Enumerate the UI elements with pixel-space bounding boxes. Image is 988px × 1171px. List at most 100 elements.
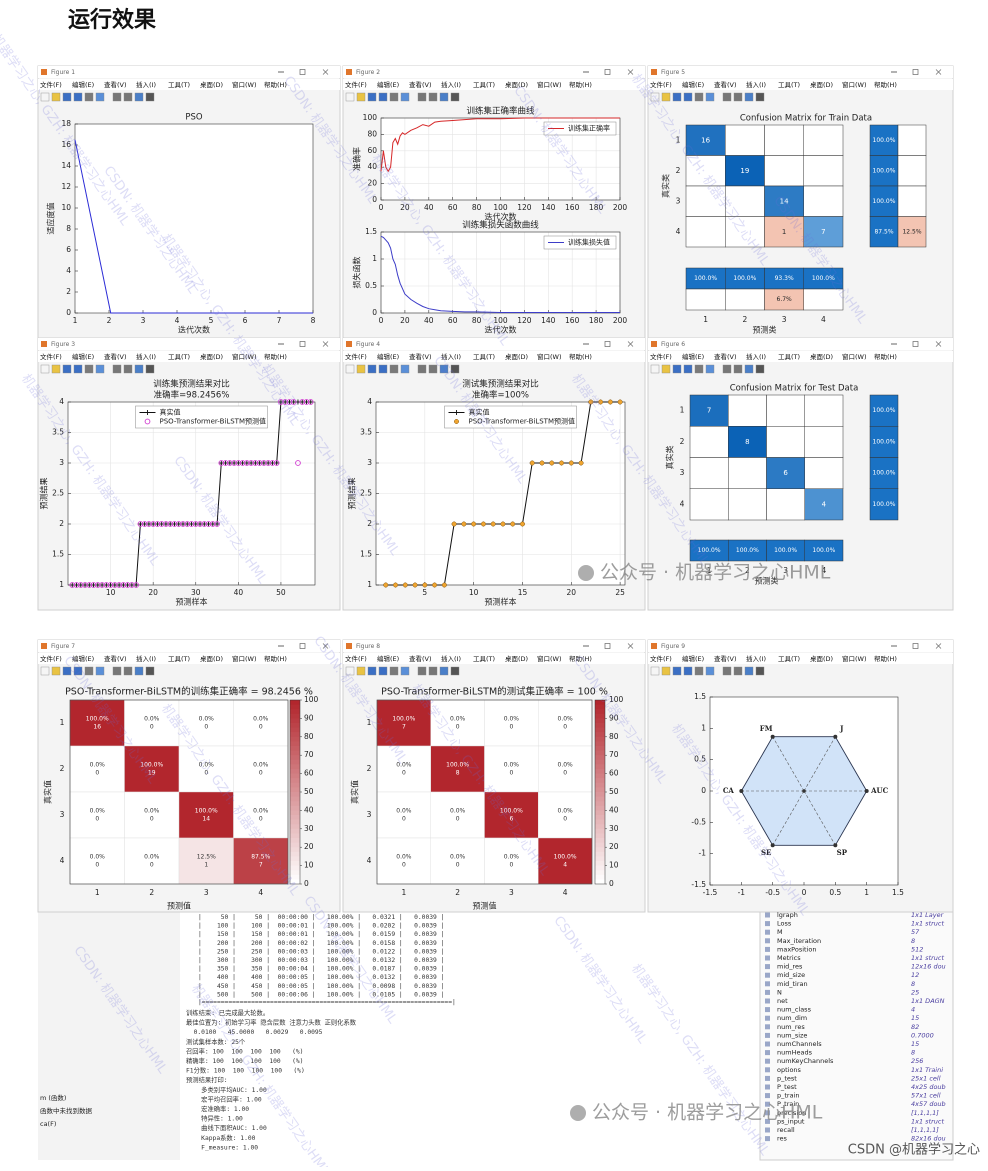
menu-item[interactable]: 帮助(H)	[569, 352, 592, 361]
menu-item[interactable]: 文件(F)	[345, 352, 367, 361]
toolbar-button[interactable]	[755, 364, 765, 374]
menu-item[interactable]: 工具(T)	[778, 81, 800, 89]
maximize-button[interactable]	[299, 69, 306, 75]
toolbar-button[interactable]	[722, 92, 732, 102]
maximize-button[interactable]	[604, 341, 611, 347]
menu-item[interactable]: 文件(F)	[345, 654, 367, 663]
menu-item[interactable]: 编辑(E)	[72, 654, 94, 663]
menu-item[interactable]: 工具(T)	[778, 655, 800, 663]
menu-item[interactable]: 帮助(H)	[264, 80, 287, 89]
menu-item[interactable]: 编辑(E)	[682, 352, 704, 361]
toolbar-button[interactable]	[672, 364, 682, 374]
toolbar-button[interactable]	[145, 364, 155, 374]
menu-item[interactable]: 文件(F)	[40, 352, 62, 361]
toolbar-button[interactable]	[733, 364, 743, 374]
toolbar-button[interactable]	[367, 92, 377, 102]
toolbar-button[interactable]	[345, 666, 355, 676]
toolbar-button[interactable]	[40, 364, 50, 374]
toolbar-button[interactable]	[367, 666, 377, 676]
maximize-button[interactable]	[912, 643, 919, 649]
menu-item[interactable]: 工具(T)	[168, 353, 190, 361]
toolbar-button[interactable]	[694, 92, 704, 102]
menu-item[interactable]: 帮助(H)	[264, 654, 287, 663]
toolbar-button[interactable]	[378, 92, 388, 102]
toolbar-button[interactable]	[744, 666, 754, 676]
toolbar-button[interactable]	[134, 364, 144, 374]
toolbar-button[interactable]	[84, 364, 94, 374]
close-button[interactable]	[935, 69, 942, 75]
menu-item[interactable]: 编辑(E)	[682, 654, 704, 663]
menu-item[interactable]: 桌面(D)	[200, 654, 223, 663]
toolbar-button[interactable]	[755, 666, 765, 676]
menu-item[interactable]: 窗口(W)	[537, 654, 562, 663]
toolbar-button[interactable]	[134, 666, 144, 676]
toolbar-button[interactable]	[733, 666, 743, 676]
toolbar-button[interactable]	[428, 92, 438, 102]
menu-item[interactable]: 文件(F)	[650, 80, 672, 89]
menu-item[interactable]: 插入(I)	[136, 80, 156, 89]
toolbar-button[interactable]	[73, 92, 83, 102]
menu-item[interactable]: 编辑(E)	[72, 80, 94, 89]
menu-item[interactable]: 桌面(D)	[505, 654, 528, 663]
toolbar-button[interactable]	[661, 666, 671, 676]
toolbar-button[interactable]	[95, 364, 105, 374]
maximize-button[interactable]	[299, 643, 306, 649]
menu-item[interactable]: 查看(V)	[104, 654, 127, 663]
menu-item[interactable]: 桌面(D)	[810, 352, 833, 361]
toolbar-button[interactable]	[378, 666, 388, 676]
toolbar-button[interactable]	[428, 364, 438, 374]
toolbar-button[interactable]	[722, 364, 732, 374]
toolbar-button[interactable]	[345, 364, 355, 374]
toolbar-button[interactable]	[450, 666, 460, 676]
menu-item[interactable]: 插入(I)	[746, 654, 766, 663]
menu-item[interactable]: 工具(T)	[473, 81, 495, 89]
toolbar-button[interactable]	[356, 92, 366, 102]
toolbar-button[interactable]	[95, 92, 105, 102]
maximize-button[interactable]	[299, 341, 306, 347]
menu-item[interactable]: 帮助(H)	[874, 352, 897, 361]
menu-item[interactable]: 桌面(D)	[505, 352, 528, 361]
toolbar-button[interactable]	[400, 92, 410, 102]
toolbar-button[interactable]	[62, 92, 72, 102]
menu-item[interactable]: 查看(V)	[409, 654, 432, 663]
close-button[interactable]	[627, 341, 634, 347]
toolbar-button[interactable]	[367, 364, 377, 374]
menu-item[interactable]: 文件(F)	[345, 80, 367, 89]
toolbar-button[interactable]	[683, 92, 693, 102]
menu-item[interactable]: 插入(I)	[746, 352, 766, 361]
menu-item[interactable]: 工具(T)	[778, 353, 800, 361]
toolbar-button[interactable]	[661, 92, 671, 102]
toolbar-button[interactable]	[650, 364, 660, 374]
menu-item[interactable]: 桌面(D)	[810, 654, 833, 663]
close-button[interactable]	[627, 643, 634, 649]
toolbar-button[interactable]	[705, 666, 715, 676]
menu-item[interactable]: 窗口(W)	[232, 654, 257, 663]
menu-item[interactable]: 帮助(H)	[569, 80, 592, 89]
menu-item[interactable]: 文件(F)	[40, 80, 62, 89]
menu-item[interactable]: 文件(F)	[650, 654, 672, 663]
toolbar-button[interactable]	[134, 92, 144, 102]
toolbar-button[interactable]	[650, 666, 660, 676]
toolbar-button[interactable]	[112, 364, 122, 374]
toolbar-button[interactable]	[84, 666, 94, 676]
toolbar-button[interactable]	[145, 666, 155, 676]
menu-item[interactable]: 窗口(W)	[537, 80, 562, 89]
toolbar-button[interactable]	[417, 364, 427, 374]
toolbar-button[interactable]	[439, 666, 449, 676]
toolbar-button[interactable]	[123, 666, 133, 676]
toolbar-button[interactable]	[650, 92, 660, 102]
toolbar-button[interactable]	[389, 92, 399, 102]
toolbar-button[interactable]	[123, 364, 133, 374]
toolbar-button[interactable]	[755, 92, 765, 102]
toolbar-button[interactable]	[84, 92, 94, 102]
toolbar-button[interactable]	[389, 666, 399, 676]
menu-item[interactable]: 插入(I)	[441, 352, 461, 361]
menu-item[interactable]: 插入(I)	[136, 352, 156, 361]
toolbar-button[interactable]	[439, 364, 449, 374]
toolbar-button[interactable]	[439, 92, 449, 102]
toolbar-button[interactable]	[62, 364, 72, 374]
menu-item[interactable]: 工具(T)	[473, 353, 495, 361]
toolbar-button[interactable]	[400, 666, 410, 676]
toolbar-button[interactable]	[378, 364, 388, 374]
menu-item[interactable]: 编辑(E)	[682, 80, 704, 89]
